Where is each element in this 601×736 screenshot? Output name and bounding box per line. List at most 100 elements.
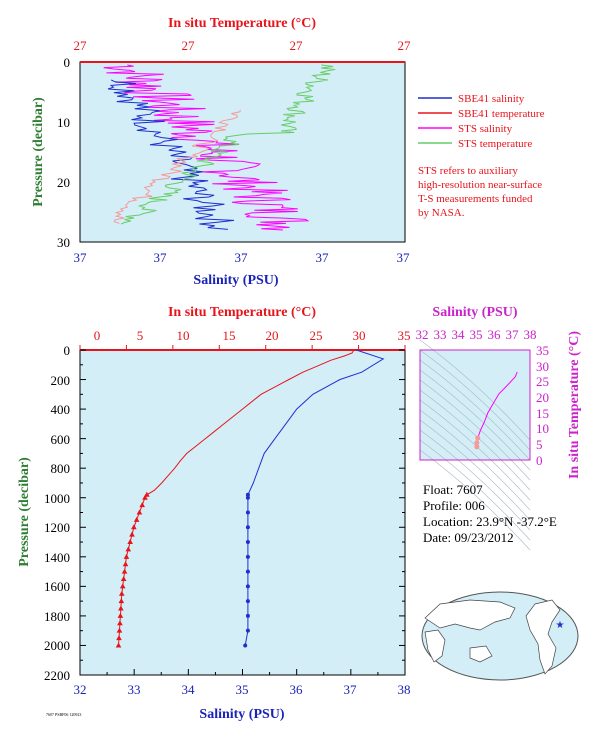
left-tick-label: 20 (57, 175, 70, 190)
left-tick-label: 600 (51, 432, 71, 447)
map-land-australia (469, 645, 493, 663)
legend-note-line: high-resolution near-surface (418, 179, 542, 191)
main-plot-top-axis-title: In situ Temperature (°C) (168, 305, 316, 320)
temperature-point (119, 583, 126, 589)
ts-point (475, 435, 481, 441)
salinity-point (245, 495, 250, 500)
temperature-point (115, 642, 122, 648)
legend-label-sts-temperature: STS temperature (458, 138, 532, 150)
left-tick-label: 0 (64, 343, 71, 358)
left-tick-label: 10 (57, 115, 70, 130)
right-tick-label: 20 (536, 390, 549, 405)
left-tick-label: 800 (51, 461, 71, 476)
sts-temperature-trace (120, 64, 336, 225)
top-tick-label: 27 (290, 38, 304, 53)
salinity-point (243, 643, 248, 648)
top-plot: In situ Temperature (°C) 27 27 27 27 37 … (31, 16, 411, 288)
right-tick-label: 0 (536, 453, 543, 468)
right-tick-label: 30 (536, 359, 549, 374)
top-tick-label: 35 (470, 327, 483, 342)
main-plot-tick-marks (79, 345, 406, 676)
top-tick-label: 32 (416, 327, 429, 342)
left-tick-label: 200 (51, 373, 71, 388)
right-tick-label: 35 (536, 343, 549, 358)
salinity-point (245, 525, 250, 530)
top-tick-label: 30 (353, 328, 366, 343)
top-tick-label: 25 (310, 328, 323, 343)
left-tick-label: 1400 (44, 550, 70, 565)
left-tick-label: 400 (51, 402, 71, 417)
top-tick-label: 10 (177, 328, 190, 343)
main-plot-traces (115, 349, 385, 648)
ts-point (474, 440, 480, 446)
temperature-point (117, 620, 123, 626)
temperature-point (127, 539, 133, 545)
bottom-tick-label: 37 (397, 250, 411, 265)
density-contour (419, 379, 531, 481)
location: Location: 23.9°N -37.2°E (423, 514, 557, 529)
top-plot-bottom-axis-title: Salinity (PSU) (193, 273, 279, 288)
temperature-point (125, 546, 132, 552)
left-tick-label: 1600 (44, 579, 70, 594)
top-plot-bottom-ticks: 37 37 37 37 37 (74, 250, 411, 265)
main-plot-left-axis-title: Pressure (decibar) (17, 457, 32, 567)
ts-density-contours (419, 339, 531, 551)
temperature-point (139, 502, 146, 508)
temperature-point (144, 491, 150, 497)
left-tick-label: 30 (57, 235, 70, 250)
map-land-eurasia (424, 599, 516, 631)
density-contour (419, 439, 531, 541)
sts-salinity-trace (103, 64, 310, 231)
density-contour (419, 349, 531, 451)
bottom-tick-label: 33 (128, 682, 141, 697)
top-tick-label: 27 (398, 38, 412, 53)
ts-plot-right-axis-title: In situ Temperature (°C) (567, 331, 582, 479)
main-plot-left-ticks: 0 200 400 600 800 1000 1200 1400 1600 18… (44, 343, 70, 683)
temperature-point (118, 590, 125, 596)
bottom-tick-label: 32 (74, 682, 87, 697)
temperature-point (129, 531, 135, 537)
sbe41-temperature-trace (113, 109, 241, 224)
top-plot-top-ticks: 27 27 27 27 (74, 38, 412, 53)
right-tick-label: 5 (536, 437, 543, 452)
top-tick-label: 33 (434, 327, 447, 342)
map-land-africa (424, 629, 446, 663)
salinity-point (245, 613, 250, 618)
top-tick-label: 5 (137, 328, 144, 343)
main-plot-background (79, 349, 406, 676)
top-tick-label: 15 (223, 328, 236, 343)
top-plot-left-axis-title: Pressure (decibar) (31, 97, 46, 207)
legend-label-sts-salinity: STS salinity (458, 123, 513, 135)
density-contour (419, 369, 531, 471)
main-plot-bottom-axis-title: Salinity (PSU) (199, 707, 285, 722)
temperature-point (120, 575, 127, 581)
legend-note-line: T-S measurements funded (418, 193, 533, 205)
ts-plot: Salinity (PSU) 32 33 34 35 36 37 38 35 3… (416, 305, 582, 551)
top-tick-label: 35 (398, 328, 411, 343)
salinity-point (245, 540, 250, 545)
ts-point (474, 444, 480, 450)
salinity-point (245, 584, 250, 589)
date: Date: 09/23/2012 (423, 530, 514, 545)
density-contour (419, 429, 531, 531)
temperature-point (131, 524, 137, 530)
ts-plot-traces (474, 371, 518, 450)
main-plot: In situ Temperature (°C) 0 5 10 15 20 25… (17, 305, 411, 722)
temperature-point (123, 553, 130, 559)
temperature-point (133, 516, 140, 522)
salinity-point (245, 554, 250, 559)
left-tick-label: 1200 (44, 520, 70, 535)
temperature-point (117, 612, 124, 618)
bottom-tick-label: 36 (290, 682, 304, 697)
top-tick-label: 27 (74, 38, 88, 53)
float-number: Float: 7607 (423, 482, 483, 497)
temperature-point (142, 494, 148, 500)
left-tick-label: 1000 (44, 491, 70, 506)
right-tick-label: 25 (536, 374, 549, 389)
bottom-tick-label: 37 (74, 250, 88, 265)
profile-number: Profile: 006 (423, 498, 485, 513)
density-contour (419, 419, 531, 521)
legend: SBE41 salinity SBE41 temperature STS sal… (418, 93, 545, 219)
bottom-tick-label: 37 (154, 250, 168, 265)
main-plot-bottom-ticks: 32 33 34 35 36 37 38 (74, 682, 411, 697)
